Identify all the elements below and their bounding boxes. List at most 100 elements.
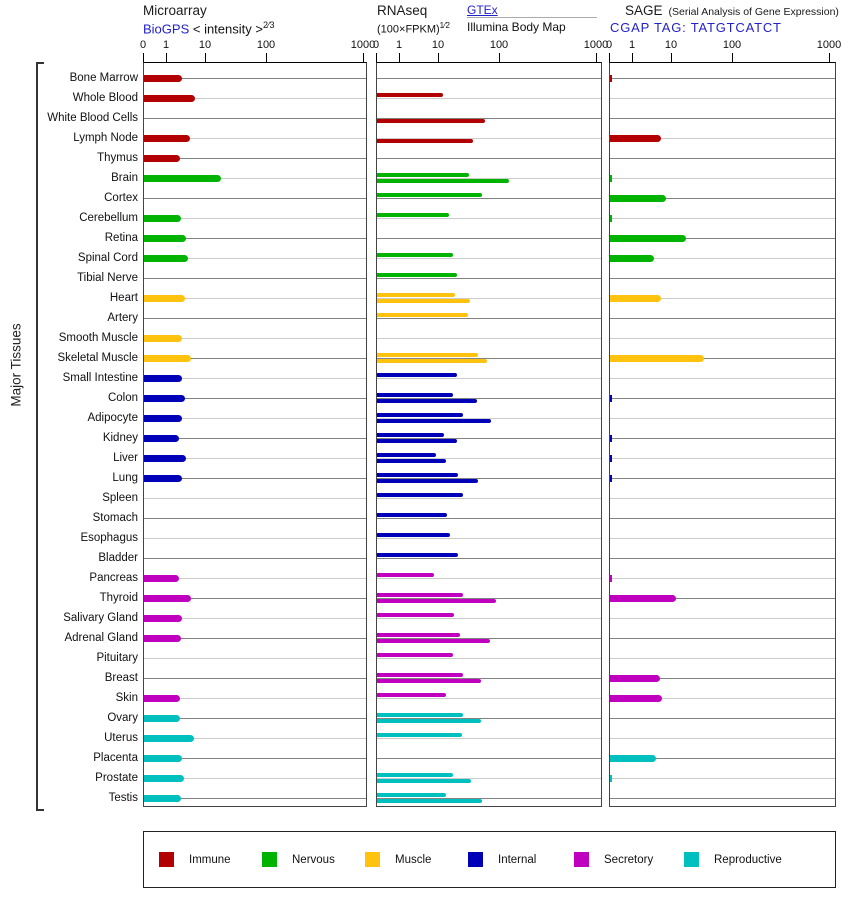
tissue-label-internal: Stomach bbox=[92, 512, 138, 524]
tissue-label-reproductive: Testis bbox=[108, 792, 138, 804]
row-gridline bbox=[377, 378, 601, 379]
axis-tick bbox=[732, 53, 733, 62]
tissue-label-secretory: Thyroid bbox=[99, 592, 138, 604]
tissue-label-reproductive: Placenta bbox=[93, 752, 138, 764]
gtex-separator bbox=[467, 17, 597, 18]
row-gridline bbox=[144, 518, 366, 519]
bar-gtex-reproductive bbox=[377, 713, 463, 717]
bar-sage-secretory bbox=[610, 675, 660, 682]
axis-tick bbox=[266, 53, 267, 62]
row-gridline bbox=[144, 258, 366, 259]
row-gridline bbox=[377, 678, 601, 679]
row-gridline bbox=[610, 338, 835, 339]
row-gridline bbox=[610, 378, 835, 379]
gtex-link[interactable]: GTEx bbox=[467, 3, 498, 17]
axis-tick-label: 100 bbox=[256, 39, 276, 51]
bar-microarray-nervous bbox=[144, 215, 181, 222]
axis-tick-label: 100 bbox=[489, 39, 509, 51]
axis-tick bbox=[399, 53, 400, 62]
bar-gtex-reproductive bbox=[377, 733, 462, 737]
major-tissues-bracket bbox=[36, 62, 44, 811]
bar-microarray-internal bbox=[144, 375, 183, 382]
bar-microarray-nervous bbox=[144, 175, 222, 182]
bar-gtex-immune bbox=[377, 93, 443, 97]
bar-ibm-internal bbox=[377, 399, 478, 403]
axis-tick-label: 0 bbox=[372, 39, 380, 51]
immune-color-swatch bbox=[159, 852, 174, 867]
row-gridline bbox=[377, 658, 601, 659]
bar-microarray-secretory bbox=[144, 575, 179, 582]
row-gridline bbox=[144, 78, 366, 79]
bar-sage-internal bbox=[610, 395, 612, 402]
bar-microarray-internal bbox=[144, 455, 186, 462]
row-gridline bbox=[610, 618, 835, 619]
row-gridline bbox=[144, 698, 366, 699]
row-gridline bbox=[144, 158, 366, 159]
microarray-exponent: 2⁄3 bbox=[262, 20, 275, 30]
axis-tick-label: 10 bbox=[198, 39, 212, 51]
row-gridline bbox=[610, 218, 835, 219]
row-gridline bbox=[377, 598, 601, 599]
row-gridline bbox=[144, 658, 366, 659]
row-gridline bbox=[144, 278, 366, 279]
row-gridline bbox=[144, 538, 366, 539]
bar-ibm-immune bbox=[377, 139, 473, 143]
row-gridline bbox=[144, 338, 366, 339]
row-gridline bbox=[144, 238, 366, 239]
legend: Immune Nervous Muscle Internal Secretory Repr… bbox=[143, 831, 836, 888]
row-gridline bbox=[610, 438, 835, 439]
secretory-color-swatch bbox=[574, 852, 589, 867]
bar-microarray-reproductive bbox=[144, 735, 194, 742]
row-gridline bbox=[377, 618, 601, 619]
bar-sage-internal bbox=[610, 435, 612, 442]
row-gridline bbox=[610, 518, 835, 519]
row-gridline bbox=[610, 158, 835, 159]
bar-microarray-reproductive bbox=[144, 755, 183, 762]
row-gridline bbox=[377, 158, 601, 159]
bar-gtex-muscle bbox=[377, 293, 456, 297]
axis-tick bbox=[632, 53, 633, 62]
row-gridline bbox=[610, 238, 835, 239]
row-gridline bbox=[610, 458, 835, 459]
internal-color-swatch bbox=[468, 852, 483, 867]
bar-sage-nervous bbox=[610, 235, 686, 242]
tissue-label-nervous: Cortex bbox=[104, 192, 138, 204]
axis-tick-label: 1000 bbox=[816, 39, 842, 51]
tissue-label-secretory: Salivary Gland bbox=[63, 612, 138, 624]
cgap-tag-link[interactable]: CGAP TAG: TATGTCATCT bbox=[610, 20, 782, 35]
tissue-label-internal: Small Intestine bbox=[62, 372, 138, 384]
row-gridline bbox=[144, 778, 366, 779]
bar-gtex-secretory bbox=[377, 633, 460, 637]
row-gridline bbox=[610, 178, 835, 179]
bar-gtex-nervous bbox=[377, 173, 470, 177]
microarray-subtitle: < intensity > bbox=[189, 21, 263, 37]
row-gridline bbox=[377, 338, 601, 339]
bar-sage-immune bbox=[610, 75, 612, 82]
row-gridline bbox=[377, 638, 601, 639]
row-gridline bbox=[377, 418, 601, 419]
row-gridline bbox=[377, 398, 601, 399]
microarray-title: Microarray bbox=[143, 3, 207, 18]
row-gridline bbox=[610, 578, 835, 579]
nervous-color-swatch bbox=[262, 852, 277, 867]
plot-panel-sage bbox=[609, 62, 836, 807]
row-gridline bbox=[144, 498, 366, 499]
row-gridline bbox=[610, 498, 835, 499]
row-gridline bbox=[610, 398, 835, 399]
rnaseq-sources: GTEx Illumina Body Map bbox=[467, 3, 566, 34]
row-gridline bbox=[377, 318, 601, 319]
row-gridline bbox=[610, 138, 835, 139]
tissue-label-nervous: Tibial Nerve bbox=[77, 272, 138, 284]
row-gridline bbox=[610, 278, 835, 279]
bar-ibm-immune bbox=[377, 119, 485, 123]
bar-ibm-secretory bbox=[377, 599, 497, 603]
bar-sage-secretory bbox=[610, 595, 676, 602]
bar-gtex-reproductive bbox=[377, 793, 446, 797]
bar-ibm-nervous bbox=[377, 179, 509, 183]
bar-microarray-immune bbox=[144, 95, 195, 102]
tissue-label-muscle: Heart bbox=[109, 292, 138, 304]
row-gridline bbox=[144, 798, 366, 799]
tissue-label-nervous: Cerebellum bbox=[79, 212, 138, 224]
row-gridline bbox=[377, 458, 601, 459]
biogps-link[interactable]: BioGPS bbox=[143, 21, 190, 37]
